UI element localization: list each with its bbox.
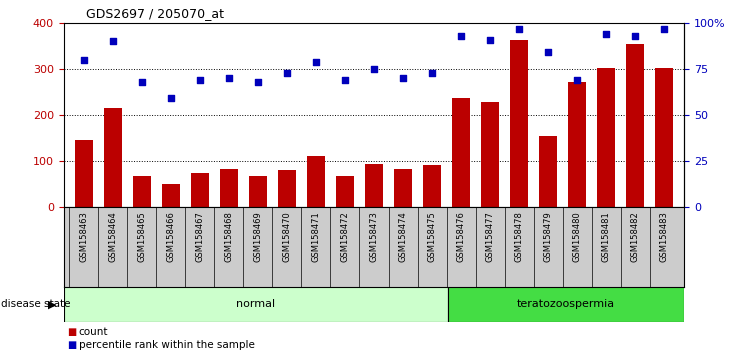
Text: GSM158465: GSM158465: [138, 211, 147, 262]
Point: [600, 31, 612, 37]
Bar: [394, 169, 411, 207]
Point: [194, 77, 206, 83]
Text: GSM158471: GSM158471: [311, 211, 320, 262]
Point: [223, 75, 235, 81]
Bar: [539, 136, 557, 207]
Bar: [626, 44, 644, 207]
Text: GSM158477: GSM158477: [485, 211, 494, 262]
Point: [629, 33, 641, 39]
Point: [339, 77, 351, 83]
Point: [542, 50, 554, 55]
Point: [658, 26, 670, 32]
Bar: [655, 68, 672, 207]
Bar: [64, 287, 448, 322]
Text: GDS2697 / 205070_at: GDS2697 / 205070_at: [86, 7, 224, 20]
Point: [107, 39, 119, 44]
Text: count: count: [79, 327, 108, 337]
Bar: [598, 68, 615, 207]
Bar: [448, 287, 684, 322]
Text: GSM158470: GSM158470: [283, 211, 292, 262]
Bar: [133, 176, 150, 207]
Text: ■: ■: [67, 340, 76, 350]
Text: normal: normal: [236, 299, 275, 309]
Bar: [76, 140, 93, 207]
Text: disease state: disease state: [1, 299, 70, 309]
Text: GSM158467: GSM158467: [195, 211, 204, 262]
Point: [455, 33, 467, 39]
Text: GSM158463: GSM158463: [79, 211, 88, 262]
Text: GSM158473: GSM158473: [370, 211, 378, 262]
Bar: [365, 164, 383, 207]
Text: teratozoospermia: teratozoospermia: [517, 299, 615, 309]
Point: [165, 96, 177, 101]
Text: GSM158482: GSM158482: [631, 211, 640, 262]
Point: [571, 77, 583, 83]
Bar: [453, 98, 470, 207]
Point: [484, 37, 496, 42]
Text: ▶: ▶: [48, 299, 57, 309]
Point: [310, 59, 322, 64]
Point: [136, 79, 148, 85]
Text: GSM158481: GSM158481: [601, 211, 610, 262]
Text: GSM158479: GSM158479: [544, 211, 553, 262]
Text: GSM158468: GSM158468: [224, 211, 233, 262]
Bar: [104, 108, 122, 207]
Text: percentile rank within the sample: percentile rank within the sample: [79, 340, 254, 350]
Point: [397, 75, 409, 81]
Bar: [423, 165, 441, 207]
Text: GSM158476: GSM158476: [456, 211, 465, 262]
Text: GSM158472: GSM158472: [340, 211, 349, 262]
Bar: [191, 172, 209, 207]
Point: [426, 70, 438, 75]
Point: [78, 57, 90, 63]
Bar: [278, 170, 295, 207]
Bar: [482, 102, 499, 207]
Text: GSM158469: GSM158469: [254, 211, 263, 262]
Text: GSM158464: GSM158464: [108, 211, 117, 262]
Bar: [510, 40, 528, 207]
Bar: [249, 176, 266, 207]
Point: [368, 66, 380, 72]
Bar: [307, 155, 325, 207]
Bar: [568, 82, 586, 207]
Text: GSM158474: GSM158474: [399, 211, 408, 262]
Point: [281, 70, 293, 75]
Text: GSM158466: GSM158466: [166, 211, 176, 262]
Bar: [337, 176, 354, 207]
Text: GSM158483: GSM158483: [660, 211, 669, 262]
Text: GSM158480: GSM158480: [572, 211, 582, 262]
Point: [252, 79, 264, 85]
Point: [513, 26, 525, 32]
Text: GSM158478: GSM158478: [515, 211, 524, 262]
Text: ■: ■: [67, 327, 76, 337]
Text: GSM158475: GSM158475: [428, 211, 437, 262]
Bar: [220, 169, 238, 207]
Bar: [162, 184, 180, 207]
